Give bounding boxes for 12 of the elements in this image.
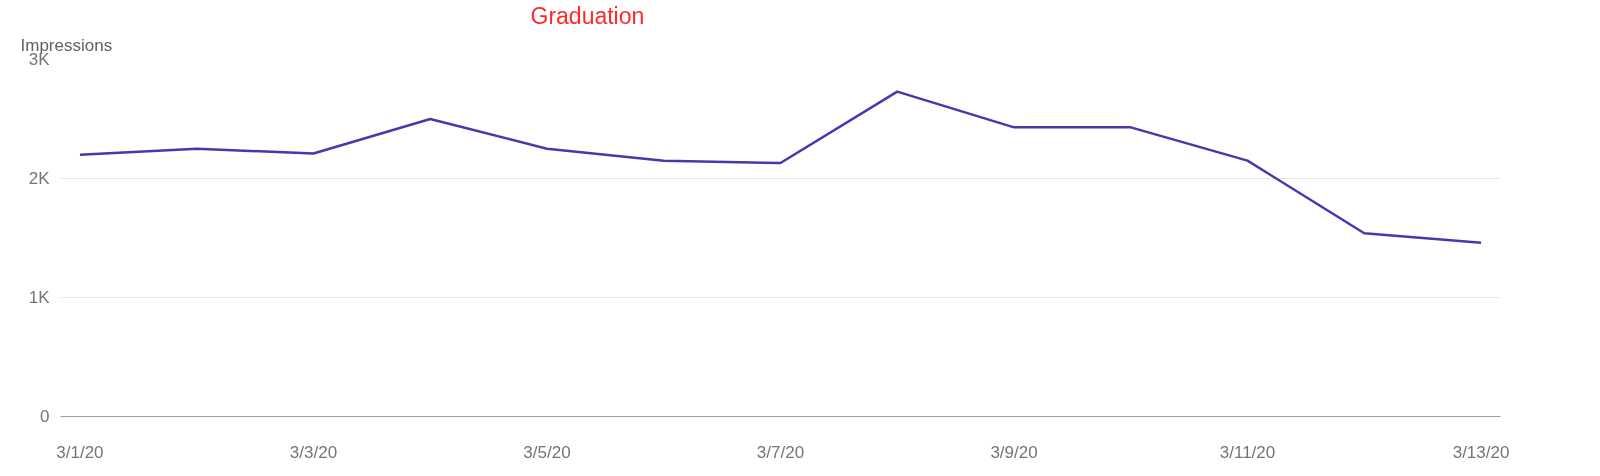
x-tick-label: 3/11/20 xyxy=(1219,442,1276,462)
y-tick-label: 1K xyxy=(28,288,51,307)
x-tick-label: 3/1/20 xyxy=(56,442,104,462)
x-tick-label: 3/13/20 xyxy=(1452,442,1510,462)
y-tick-label: 0 xyxy=(40,407,50,426)
x-tick-label: 3/7/20 xyxy=(756,442,805,462)
x-tick-label: 3/3/20 xyxy=(289,442,338,462)
text: Graduation xyxy=(530,2,645,29)
x-tick-label: 3/5/20 xyxy=(523,442,571,462)
line-series xyxy=(78,90,1483,245)
x-tick-label: 3/9/20 xyxy=(990,442,1038,462)
y-tick-label: 2K xyxy=(28,169,51,188)
